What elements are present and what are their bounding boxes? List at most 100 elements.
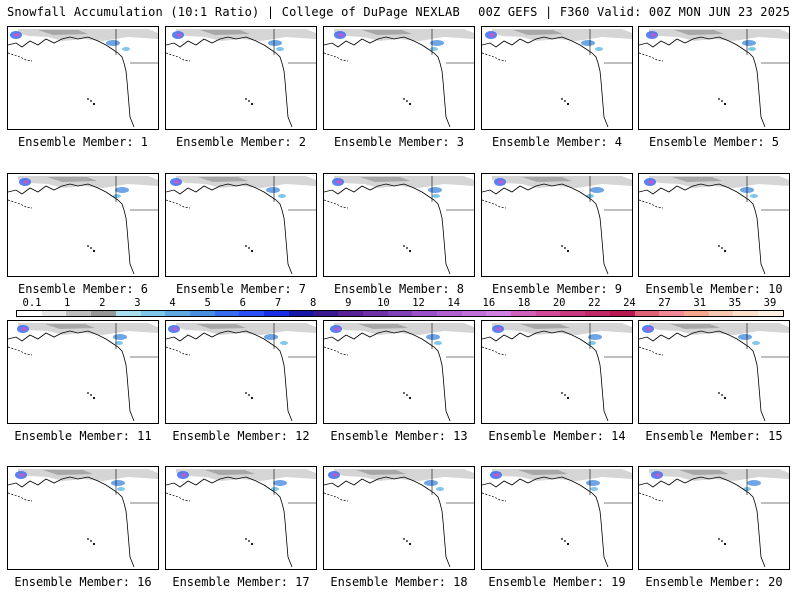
colorbar-swatch — [535, 311, 561, 316]
ensemble-member-map — [7, 26, 159, 130]
north-pacific-map — [482, 469, 632, 568]
colorbar-swatch — [313, 311, 339, 316]
colorbar-label: 10 — [377, 297, 390, 309]
ensemble-member-map — [7, 173, 159, 277]
colorbar-swatch — [436, 311, 462, 316]
colorbar-swatch — [214, 311, 240, 316]
colorbar-label: 6 — [239, 297, 247, 309]
north-pacific-map — [324, 323, 474, 422]
colorbar-label: 4 — [169, 297, 176, 309]
ensemble-member-caption: Ensemble Member: 7 — [175, 282, 307, 296]
colorbar-swatch — [387, 311, 413, 316]
ensemble-member-caption: Ensemble Member: 13 — [330, 429, 468, 443]
ensemble-member-caption: Ensemble Member: 3 — [333, 135, 465, 149]
colorbar-swatch — [362, 311, 388, 316]
north-pacific-map — [482, 323, 632, 422]
ensemble-member-map — [165, 320, 317, 424]
ensemble-member-caption: Ensemble Member: 9 — [491, 282, 623, 296]
north-pacific-map — [8, 176, 158, 275]
ensemble-member-caption: Ensemble Member: 12 — [172, 429, 310, 443]
colorbar-label: 8 — [309, 297, 317, 309]
ensemble-member-caption: Ensemble Member: 20 — [645, 575, 783, 589]
map-title: Snowfall Accumulation (10:1 Ratio) | Col… — [7, 5, 460, 19]
colorbar-swatch — [412, 311, 437, 316]
ensemble-member-caption: Ensemble Member: 1 — [17, 135, 149, 149]
colorbar-label: 20 — [552, 297, 566, 309]
ensemble-member-map — [638, 26, 790, 130]
ensemble-member-map — [481, 320, 633, 424]
ensemble-member-map — [481, 26, 633, 130]
colorbar-swatch — [41, 311, 67, 316]
north-pacific-map — [639, 323, 789, 422]
north-pacific-map — [324, 469, 474, 568]
colorbar-label: 14 — [447, 297, 461, 309]
ensemble-member-map — [638, 466, 790, 570]
colorbar-swatch — [115, 311, 141, 316]
ensemble-member-map — [323, 466, 475, 570]
colorbar-label: 2 — [99, 297, 106, 309]
north-pacific-map — [639, 176, 789, 275]
colorbar-swatch — [486, 311, 512, 316]
ensemble-member-map — [7, 320, 159, 424]
ensemble-member-map — [323, 26, 475, 130]
colorbar-label: 12 — [412, 297, 425, 309]
colorbar-swatch — [288, 311, 314, 316]
colorbar-label: 3 — [134, 297, 141, 309]
ensemble-member-map — [481, 173, 633, 277]
colorbar-swatch — [585, 311, 610, 316]
ensemble-member-caption: Ensemble Member: 4 — [491, 135, 623, 149]
ensemble-member-caption: Ensemble Member: 14 — [488, 429, 626, 443]
north-pacific-map — [639, 469, 789, 568]
colorbar-swatch — [338, 311, 363, 316]
colorbar-label: 35 — [728, 297, 742, 309]
ensemble-member-caption: Ensemble Member: 18 — [330, 575, 468, 589]
colorbar-swatch — [91, 311, 116, 316]
ensemble-member-caption: Ensemble Member: 2 — [175, 135, 307, 149]
colorbar-label: 0.1 — [22, 297, 42, 309]
ensemble-member-caption: Ensemble Member: 19 — [488, 575, 626, 589]
ensemble-member-caption: Ensemble Member: 10 — [645, 282, 783, 296]
colorbar-label: 39 — [763, 297, 777, 309]
colorbar-swatch — [264, 311, 289, 316]
ensemble-member-caption: Ensemble Member: 15 — [645, 429, 783, 443]
colorbar-swatch — [560, 311, 586, 316]
colorbar-swatch — [239, 311, 265, 316]
ensemble-member-map — [638, 173, 790, 277]
north-pacific-map — [8, 469, 158, 568]
north-pacific-map — [166, 176, 316, 275]
ensemble-member-caption: Ensemble Member: 11 — [14, 429, 152, 443]
ensemble-member-caption: Ensemble Member: 8 — [333, 282, 465, 296]
north-pacific-map — [8, 323, 158, 422]
north-pacific-map — [482, 29, 632, 128]
north-pacific-map — [166, 29, 316, 128]
ensemble-member-map — [323, 320, 475, 424]
ensemble-member-caption: Ensemble Member: 16 — [14, 575, 152, 589]
ensemble-member-map — [7, 466, 159, 570]
colorbar-label: 24 — [623, 297, 636, 309]
colorbar-label: 31 — [693, 297, 707, 309]
colorbar-label: 1 — [63, 297, 71, 309]
colorbar-swatch — [733, 311, 759, 316]
ensemble-member-caption: Ensemble Member: 6 — [17, 282, 149, 296]
colorbar-label: 22 — [587, 297, 601, 309]
colorbar-swatch — [659, 311, 684, 316]
ensemble-member-map — [323, 173, 475, 277]
north-pacific-map — [8, 29, 158, 128]
ensemble-member-map — [165, 26, 317, 130]
colorbar-swatch — [758, 311, 783, 316]
ensemble-member-map — [638, 320, 790, 424]
colorbar-swatch — [609, 311, 635, 316]
colorbar-label: 9 — [345, 297, 352, 309]
colorbar-swatch — [165, 311, 190, 316]
ensemble-member-map — [165, 173, 317, 277]
colorbar-swatch — [17, 311, 42, 316]
colorbar-swatch — [66, 311, 92, 316]
north-pacific-map — [324, 176, 474, 275]
ensemble-member-caption: Ensemble Member: 17 — [172, 575, 310, 589]
ensemble-member-map — [481, 466, 633, 570]
colorbar-label: 27 — [658, 297, 671, 309]
model-valid-time: 00Z GEFS | F360 Valid: 00Z MON JUN 23 20… — [478, 5, 790, 19]
colorbar-swatch — [708, 311, 734, 316]
ensemble-member-caption: Ensemble Member: 5 — [648, 135, 780, 149]
snowfall-colorbar — [16, 310, 784, 317]
